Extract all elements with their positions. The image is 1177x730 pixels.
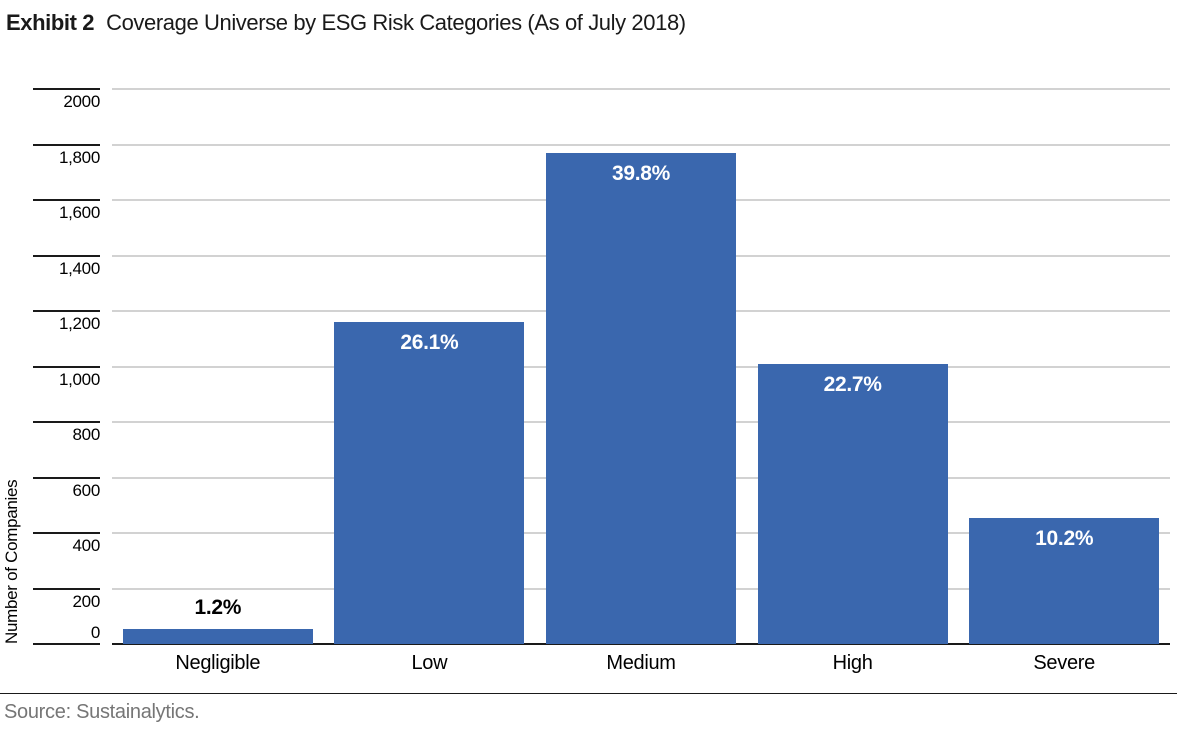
y-tick-label: 1,400 [58,258,100,278]
x-category-label: Medium [606,652,676,674]
x-category-label: Severe [1033,652,1095,674]
y-tick-mark [33,421,100,423]
footer-divider [0,693,1177,694]
y-tick-label: 1,200 [58,314,100,333]
x-axis-line [112,643,1170,645]
y-tick-mark [33,254,100,257]
source-text: Source: Sustainalytics. [4,701,200,723]
y-gridline [112,88,1170,90]
bar-high [757,364,948,644]
x-category-label: High [832,652,873,674]
y-tick-label: 600 [72,480,101,500]
y-tick-mark [33,532,100,534]
y-tick-mark [33,143,100,146]
bar-medium [546,152,736,644]
y-tick-mark [33,643,100,645]
y-tick-label: 0 [90,623,100,642]
y-tick-label: 800 [72,425,101,444]
y-tick-mark [33,476,100,479]
bar-value-label: 10.2% [1035,527,1094,551]
y-tick-label: 2000 [63,92,100,111]
y-tick-mark [33,365,100,368]
bar-low [334,322,525,644]
bar-severe [969,518,1160,644]
y-gridline [112,143,1170,146]
y-tick-label: 1,600 [58,203,100,222]
x-category-label: Negligible [175,652,261,674]
bar-value-label: 26.1% [400,331,459,355]
exhibit-label: Exhibit 2 [6,10,95,35]
y-tick-mark [33,88,100,90]
y-tick-label: 200 [72,591,101,611]
bar-value-label: 22.7% [823,373,882,396]
chart-title-text: Coverage Universe by ESG Risk Categories… [106,10,686,35]
y-tick-label: 1,800 [58,147,100,167]
y-tick-label: 1,000 [58,369,100,389]
bar-value-label: 1.2% [194,596,242,620]
y-tick-mark [33,587,100,590]
chart-title: Exhibit 2 Coverage Universe by ESG Risk C… [6,10,686,36]
bar-value-label: 39.8% [611,161,671,185]
y-tick-mark [33,310,100,312]
bar-negligible [122,629,313,644]
bar-chart: Number of Companies 0 200 400 600 800 1,000 1,… [2,88,1170,674]
y-tick-mark [33,199,100,201]
y-tick-label: 400 [72,536,101,555]
y-axis-label: Number of Companies [2,479,21,644]
x-category-label: Low [411,652,448,674]
